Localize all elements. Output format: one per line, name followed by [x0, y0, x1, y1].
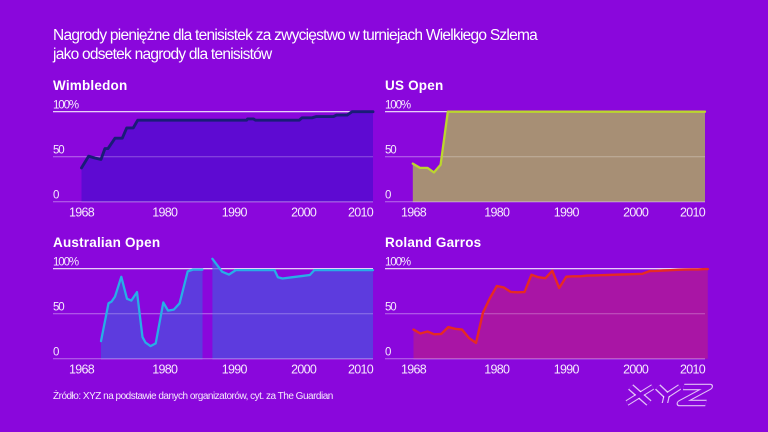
svg-text:2000: 2000	[623, 363, 649, 377]
svg-text:2000: 2000	[623, 206, 649, 220]
svg-text:0: 0	[53, 347, 59, 359]
svg-text:1980: 1980	[152, 206, 178, 220]
svg-text:1968: 1968	[401, 206, 427, 220]
svg-text:1968: 1968	[401, 363, 427, 377]
svg-text:1980: 1980	[484, 363, 510, 377]
svg-text:100%: 100%	[53, 100, 79, 112]
svg-text:Wimbledon: Wimbledon	[53, 78, 127, 93]
svg-text:2010: 2010	[680, 206, 706, 220]
svg-text:1990: 1990	[554, 363, 580, 377]
svg-text:1990: 1990	[222, 363, 248, 377]
svg-text:1980: 1980	[152, 363, 178, 377]
svg-text:2010: 2010	[348, 363, 374, 377]
svg-text:2000: 2000	[291, 206, 317, 220]
svg-text:1980: 1980	[484, 206, 510, 220]
svg-text:50: 50	[385, 145, 396, 157]
svg-text:Australian Open: Australian Open	[53, 235, 160, 250]
svg-text:2010: 2010	[680, 363, 706, 377]
svg-text:100%: 100%	[385, 100, 411, 112]
svg-text:2000: 2000	[291, 363, 317, 377]
svg-text:0: 0	[385, 347, 391, 359]
svg-text:0: 0	[53, 190, 59, 202]
svg-text:100%: 100%	[385, 257, 411, 269]
svg-text:1990: 1990	[222, 206, 248, 220]
svg-text:1968: 1968	[69, 206, 95, 220]
svg-text:100%: 100%	[53, 257, 79, 269]
svg-text:50: 50	[385, 302, 396, 314]
svg-text:2010: 2010	[348, 206, 374, 220]
svg-text:50: 50	[53, 302, 64, 314]
svg-text:Roland Garros: Roland Garros	[385, 235, 481, 250]
svg-text:1990: 1990	[554, 206, 580, 220]
svg-text:50: 50	[53, 145, 64, 157]
svg-text:US Open: US Open	[385, 78, 443, 93]
svg-text:0: 0	[385, 190, 391, 202]
svg-text:1968: 1968	[69, 363, 95, 377]
